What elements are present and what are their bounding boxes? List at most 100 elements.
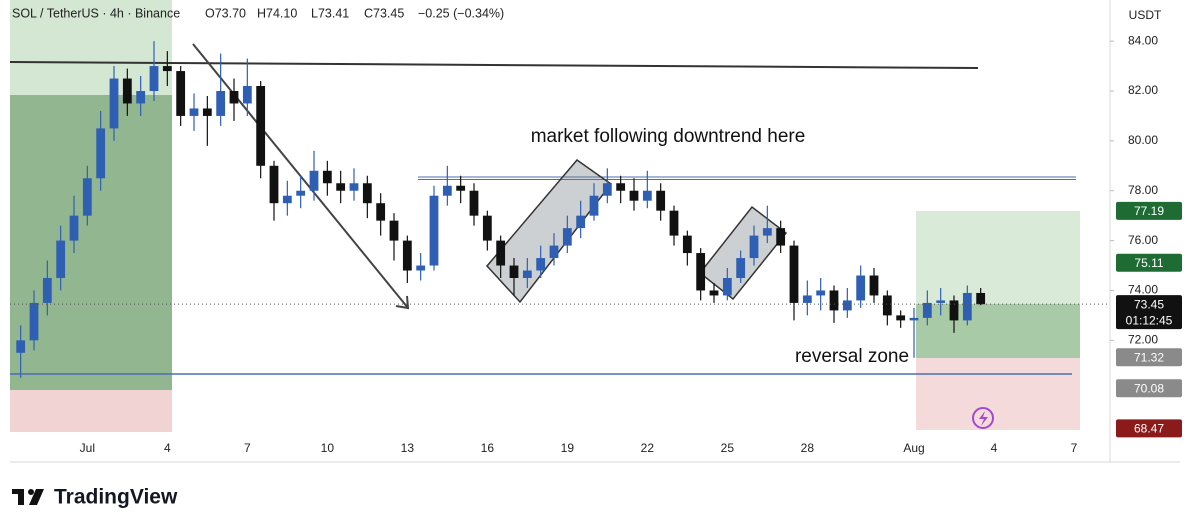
candle-body: [496, 240, 506, 266]
x-tick-label: 13: [401, 441, 415, 455]
chart-title: SOL / TetherUS · 4h · Binance: [12, 6, 180, 20]
x-tick-label: 10: [321, 441, 335, 455]
candle-body: [976, 292, 986, 305]
candle-body: [282, 195, 292, 204]
y-tick-label: 76.00: [1128, 233, 1158, 247]
candle-body: [362, 183, 372, 204]
y-tick-label: 82.00: [1128, 83, 1158, 97]
candle-body: [842, 300, 852, 311]
candle-body: [536, 258, 546, 271]
arrow-head: [395, 295, 410, 310]
x-tick-label: 28: [801, 441, 815, 455]
y-tick-label: 80.00: [1128, 133, 1158, 147]
profit-zone: [916, 304, 1080, 358]
candle-body: [202, 108, 212, 116]
quote: O73.70: [205, 6, 246, 20]
candle-body: [816, 290, 826, 296]
candle-body: [96, 128, 106, 179]
quote: C73.45: [364, 6, 404, 20]
candle-body: [109, 78, 119, 129]
price-label-box: [1116, 348, 1182, 367]
annotation: reversal zone: [795, 346, 909, 367]
candle-body: [269, 165, 279, 204]
candle-body: [456, 185, 466, 191]
candle-body: [562, 228, 572, 246]
candle-body: [242, 86, 252, 104]
price-label-box: [1116, 419, 1182, 438]
candle-body: [776, 228, 786, 246]
price-label: 71.32: [1134, 350, 1164, 364]
resistance-line: [9, 61, 979, 69]
candle-body: [429, 195, 439, 266]
price-label-box: [1116, 295, 1182, 330]
candle-body: [829, 290, 839, 311]
candle-body: [42, 277, 52, 303]
x-tick-label: 16: [481, 441, 495, 455]
candle-body: [789, 245, 799, 303]
candle-body: [509, 265, 519, 278]
profit-zone: [10, 95, 172, 390]
candle-body: [696, 253, 706, 291]
price-label: 68.47: [1134, 422, 1164, 436]
candle-body: [82, 178, 92, 216]
candle-body: [682, 235, 692, 254]
candle-body: [349, 183, 359, 191]
candle-body: [256, 86, 266, 166]
candle-body: [602, 183, 612, 196]
candle-body: [56, 240, 66, 278]
candle-body: [962, 292, 972, 321]
candle-body: [522, 270, 532, 278]
candle-body: [376, 203, 386, 221]
candle-body: [16, 340, 26, 353]
brand-logo: [12, 489, 44, 505]
candle-body: [896, 315, 906, 321]
x-tick-label: 7: [1071, 441, 1078, 455]
candle-body: [162, 66, 172, 72]
x-tick-label: Jul: [80, 441, 95, 455]
alert-icon: [972, 407, 994, 429]
candle-body: [389, 220, 399, 241]
x-tick-label: Aug: [903, 441, 924, 455]
x-tick-label: 4: [164, 441, 171, 455]
candle-body: [589, 195, 599, 216]
candle-body: [736, 258, 746, 278]
candle-body: [856, 275, 866, 301]
x-tick-label: 19: [561, 441, 575, 455]
alert-icon: [979, 411, 988, 426]
candle-body: [749, 235, 759, 259]
candle-body: [176, 71, 186, 116]
candle-body: [416, 265, 426, 271]
quote: H74.10: [257, 6, 297, 20]
y-tick-label: 72.00: [1128, 332, 1158, 346]
candle-body: [322, 170, 332, 184]
candle-body: [642, 190, 652, 201]
candle-body: [802, 295, 812, 303]
candle-body: [29, 302, 39, 341]
candle-body: [402, 240, 412, 271]
candle-body: [922, 302, 932, 318]
x-tick-label: 4: [991, 441, 998, 455]
candle-body: [656, 190, 666, 211]
candle-body: [442, 185, 452, 196]
target-zone: [10, 0, 172, 95]
annotation: market following downtrend here: [531, 126, 806, 147]
candle-body: [936, 300, 946, 303]
candle-body: [469, 190, 479, 216]
candle-body: [136, 91, 146, 104]
candle-body: [576, 215, 586, 229]
y-tick-label: 78.00: [1128, 183, 1158, 197]
price-label: 75.11: [1134, 256, 1163, 270]
candle-body: [909, 317, 919, 321]
candles: [16, 41, 986, 378]
candle-body: [296, 190, 306, 196]
candle-body: [336, 183, 346, 191]
y-tick-label: 84.00: [1128, 33, 1158, 47]
candle-body: [549, 245, 559, 259]
candle-body: [669, 210, 679, 236]
quote: L73.41: [311, 6, 349, 20]
candle-body: [482, 215, 492, 241]
price-label-box: [1116, 379, 1182, 398]
price-label-box: [1116, 253, 1182, 272]
countdown: 01:12:45: [1126, 313, 1173, 327]
